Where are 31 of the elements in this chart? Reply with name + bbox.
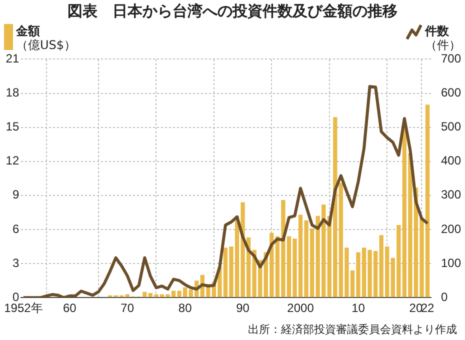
text: 出所：経済部投資審議委員会資料より作成 — [248, 322, 457, 337]
chart-title: 図表 日本から台湾への投資件数及び金額の推移 — [66, 2, 398, 21]
y-tick-label: 0 — [12, 290, 20, 304]
x-tick-label: 60 — [62, 301, 77, 316]
y2-axis-title: （件） — [425, 38, 461, 52]
y2-tick-label: 200 — [440, 222, 462, 236]
legend-label: 金額 — [16, 24, 41, 38]
x-tick-label: 70 — [120, 301, 134, 316]
x-tick-label: 20 — [409, 301, 423, 316]
x-tick-label: 2000 — [287, 301, 314, 316]
y-tick-label: 15 — [6, 120, 20, 134]
y-tick-label: 18 — [6, 86, 20, 100]
y-tick-label: 12 — [6, 154, 20, 168]
legend-label: 件数 — [425, 24, 450, 38]
y2-tick-label: 500 — [440, 120, 462, 134]
x-tick-label: 1952年 — [4, 301, 43, 316]
y-tick-label: 3 — [12, 256, 20, 270]
y-tick-label: 9 — [12, 188, 20, 202]
y2-tick-label: 700 — [440, 52, 462, 66]
y2-tick-label: 0 — [440, 290, 448, 304]
y-tick-label: 6 — [12, 222, 20, 236]
x-tick-label: 80 — [178, 301, 192, 316]
x-tick-label: 90 — [236, 301, 250, 316]
y2-tick-label: 300 — [440, 188, 462, 202]
y2-tick-label: 600 — [440, 86, 462, 100]
x-tick-label: 10 — [352, 301, 366, 316]
y-axis-title: （億US$） — [16, 38, 76, 52]
y2-tick-label: 400 — [440, 154, 462, 168]
y-tick-label: 21 — [6, 52, 20, 66]
y2-tick-label: 100 — [440, 256, 462, 270]
x-tick-label: 22 — [420, 301, 435, 316]
